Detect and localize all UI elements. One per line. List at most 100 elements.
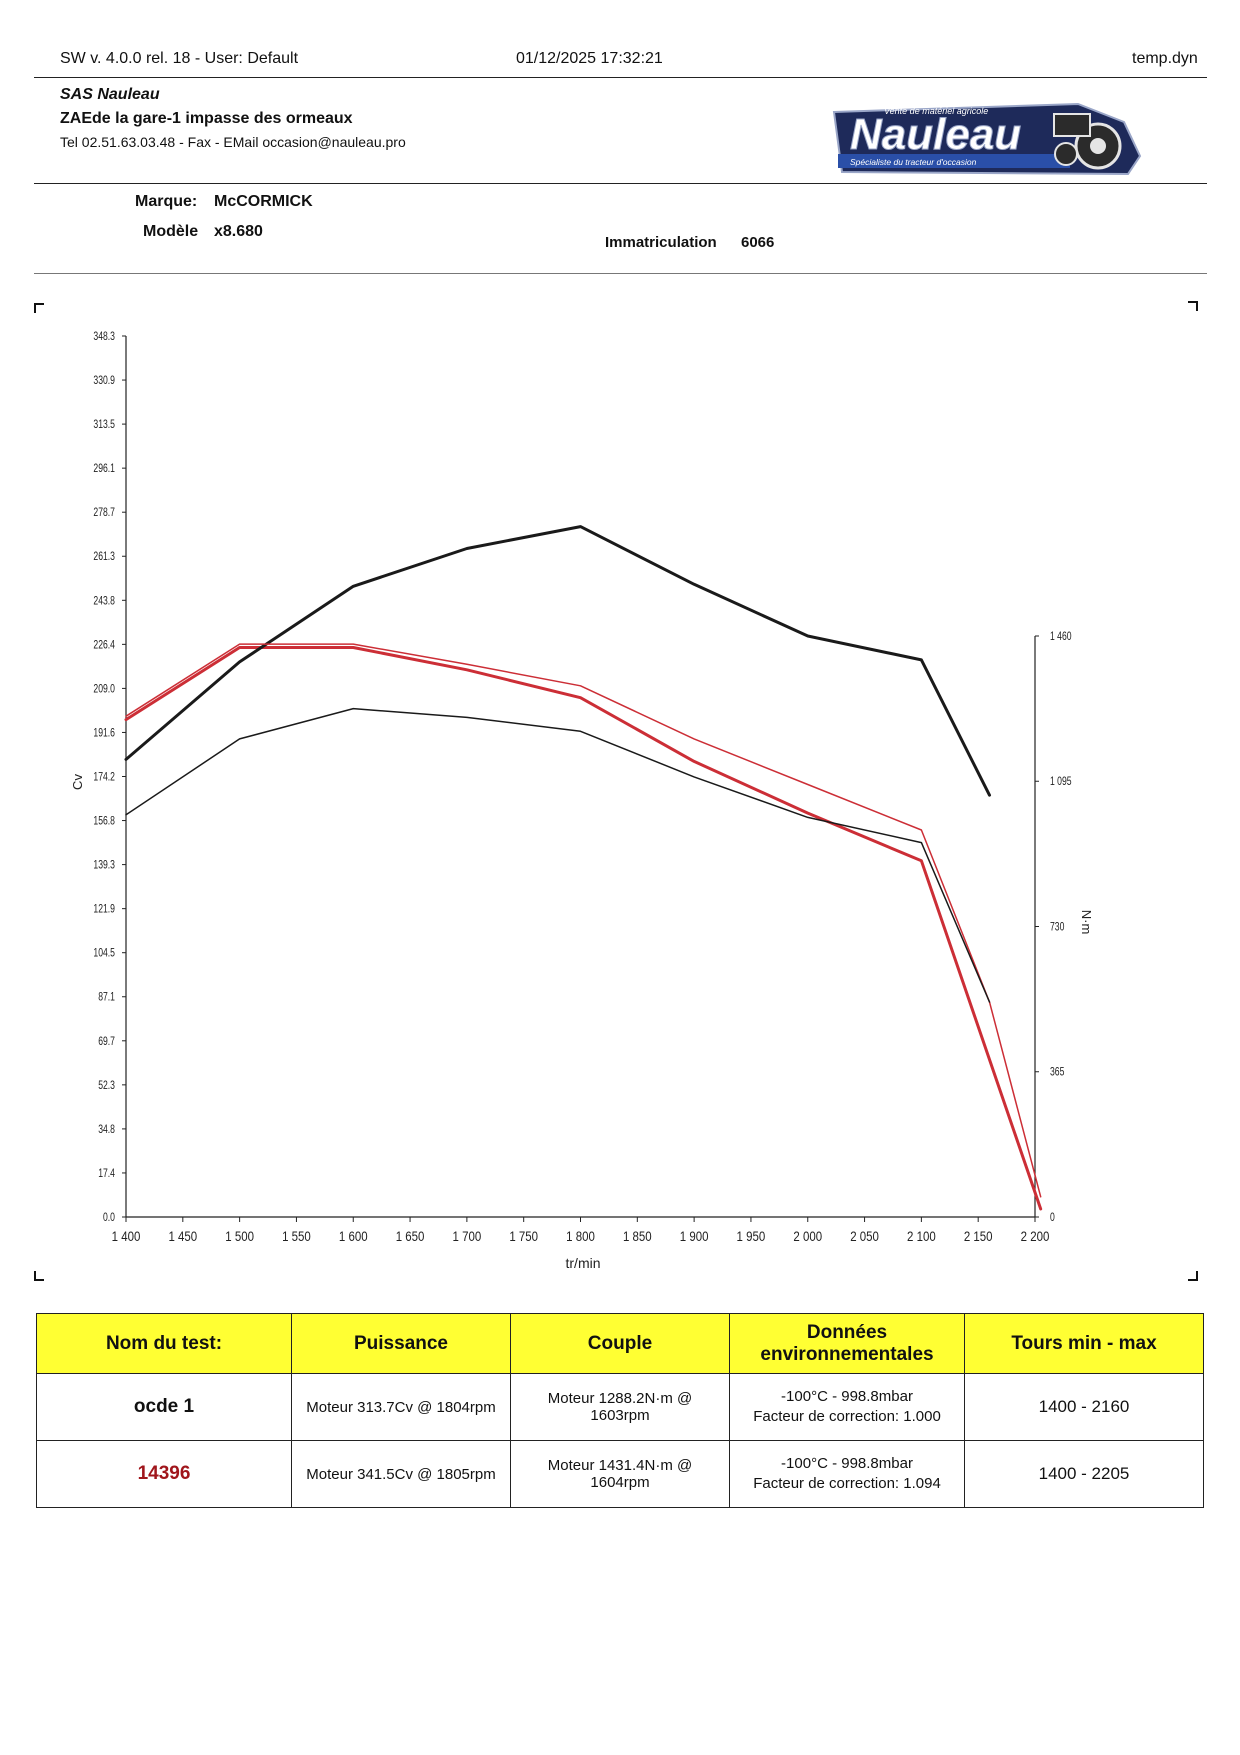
y-left-tick-label: 296.1 — [93, 463, 115, 476]
report-datetime: 01/12/2025 17:32:21 — [516, 50, 663, 67]
results-table: Nom du test: Puissance Couple Données en… — [36, 1313, 1204, 1508]
vehicle-divider — [34, 273, 1207, 274]
y-right-tick-label: 0 — [1050, 1212, 1055, 1225]
y-left-tick-label: 104.5 — [93, 948, 115, 961]
y-left-tick-label: 17.4 — [98, 1168, 115, 1181]
y-left-tick-label: 209.0 — [93, 683, 115, 696]
y-right-tick-label: 365 — [1050, 1067, 1065, 1080]
crop-mark-top-left — [34, 303, 44, 313]
environment-value: -100°C - 998.8mbar Facteur de correction… — [729, 1440, 965, 1508]
y-left-tick-label: 87.1 — [98, 992, 115, 1005]
crop-mark-bottom-left — [34, 1271, 44, 1281]
series-line-ocde-1-puissance — [125, 707, 991, 1003]
x-tick-label: 1 850 — [623, 1228, 652, 1244]
header-environment: Données environnementales — [729, 1313, 965, 1374]
x-axis-label: tr/min — [566, 1255, 601, 1271]
test-name: ocde 1 — [36, 1373, 292, 1441]
y-left-tick-label: 0.0 — [103, 1212, 115, 1225]
power-value: Moteur 341.5Cv @ 1805rpm — [291, 1440, 511, 1508]
x-tick-label: 2 100 — [907, 1228, 936, 1244]
model-value: x8.680 — [214, 223, 263, 240]
y-left-tick-label: 330.9 — [93, 375, 115, 388]
registration-label: Immatriculation — [605, 234, 717, 251]
y-left-tick-label: 174.2 — [93, 771, 115, 784]
rpm-range: 1400 - 2160 — [964, 1373, 1204, 1441]
environment-conditions: -100°C - 998.8mbar — [781, 1388, 913, 1405]
company-contact: Tel 02.51.63.03.48 - Fax - EMail occasio… — [60, 134, 406, 150]
y-left-tick-label: 139.3 — [93, 859, 115, 872]
logo-wordmark: Nauleau — [850, 110, 1021, 159]
file-name: temp.dyn — [1132, 50, 1198, 67]
y-left-tick-label: 226.4 — [93, 639, 115, 652]
registration-value: 6066 — [741, 234, 775, 251]
power-value: Moteur 313.7Cv @ 1804rpm — [291, 1373, 511, 1441]
x-tick-label: 2 200 — [1021, 1228, 1050, 1244]
torque-value: Moteur 1431.4N·m @ 1604rpm — [510, 1440, 730, 1508]
y-left-tick-label: 191.6 — [93, 727, 115, 740]
x-tick-label: 1 450 — [168, 1228, 197, 1244]
y-left-tick-label: 348.3 — [93, 331, 115, 344]
x-tick-label: 1 650 — [396, 1228, 425, 1244]
y-left-tick-label: 278.7 — [93, 507, 115, 520]
y-right-tick-label: 730 — [1050, 921, 1065, 934]
y-left-tick-label: 261.3 — [93, 551, 115, 564]
chart-ticks: 1 400 1 450 1 500 1 550 1 600 1 650 1 700 1 750… — [93, 331, 1071, 1244]
y-right-tick-label: 1 095 — [1050, 776, 1072, 789]
company-address: ZAEde la gare-1 impasse des ormeaux — [60, 110, 353, 127]
torque-value: Moteur 1288.2N·m @ 1603rpm — [510, 1373, 730, 1441]
company-divider — [34, 183, 1207, 184]
y-left-tick-label: 121.9 — [93, 903, 115, 916]
correction-factor: Facteur de correction: 1.000 — [753, 1408, 941, 1425]
header-power: Puissance — [291, 1313, 511, 1374]
crop-mark-bottom-right — [1188, 1271, 1198, 1281]
y-left-tick-label: 34.8 — [98, 1124, 115, 1137]
table-header-row: Nom du test: Puissance Couple Données en… — [36, 1313, 1204, 1374]
x-tick-label: 1 950 — [737, 1228, 766, 1244]
x-tick-label: 1 800 — [566, 1228, 595, 1244]
test-name: 14396 — [36, 1440, 292, 1508]
series-line-ocde-1-couple — [124, 525, 991, 797]
y-left-tick-label: 243.8 — [93, 595, 115, 608]
chart-series — [124, 525, 1043, 1211]
logo-tagline-bottom: Spécialiste du tracteur d'occasion — [850, 157, 977, 167]
table-row: 14396 Moteur 341.5Cv @ 1805rpm Moteur 14… — [36, 1440, 1204, 1508]
x-tick-label: 1 700 — [453, 1228, 482, 1244]
y-left-tick-label: 156.8 — [93, 815, 115, 828]
brand-label: Marque: — [135, 193, 198, 210]
table-row: ocde 1 Moteur 313.7Cv @ 1804rpm Moteur 1… — [36, 1373, 1204, 1441]
environment-conditions: -100°C - 998.8mbar — [781, 1455, 913, 1472]
x-tick-label: 1 550 — [282, 1228, 311, 1244]
environment-value: -100°C - 998.8mbar Facteur de correction… — [729, 1373, 965, 1441]
y-left-tick-label: 69.7 — [98, 1036, 115, 1049]
x-tick-label: 1 500 — [225, 1228, 254, 1244]
series-line-14396-couple — [124, 646, 1043, 1211]
company-name: SAS Nauleau — [60, 86, 160, 103]
x-tick-label: 1 400 — [112, 1228, 141, 1244]
header-torque: Couple — [510, 1313, 730, 1374]
y-left-tick-label: 52.3 — [98, 1080, 115, 1093]
x-tick-label: 1 750 — [509, 1228, 538, 1244]
x-tick-label: 2 000 — [793, 1228, 822, 1244]
header-rpm-range: Tours min - max — [964, 1313, 1204, 1374]
header-divider — [34, 77, 1207, 78]
x-tick-label: 2 150 — [964, 1228, 993, 1244]
crop-mark-top-right — [1188, 301, 1198, 311]
dyno-chart: 1 400 1 450 1 500 1 550 1 600 1 650 1 700 1 750… — [70, 331, 1094, 1271]
header-test-name: Nom du test: — [36, 1313, 292, 1374]
correction-factor: Facteur de correction: 1.094 — [753, 1475, 941, 1492]
x-tick-label: 1 900 — [680, 1228, 709, 1244]
x-tick-label: 2 050 — [850, 1228, 879, 1244]
model-label: Modèle — [143, 223, 199, 240]
brand-value: McCORMICK — [214, 193, 313, 210]
software-version: SW v. 4.0.0 rel. 18 - User: Default — [60, 50, 299, 67]
series-line-14396-puissance — [125, 643, 1042, 1198]
nauleau-logo: Nauleau Vente de matériel agricole Spéci… — [832, 102, 1142, 176]
y-left-tick-label: 313.5 — [93, 419, 115, 432]
y-axis-left-label: Cv — [70, 774, 85, 790]
x-tick-label: 1 600 — [339, 1228, 368, 1244]
y-right-tick-label: 1 460 — [1050, 631, 1072, 644]
logo-tagline-top: Vente de matériel agricole — [884, 106, 988, 116]
rpm-range: 1400 - 2205 — [964, 1440, 1204, 1508]
y-axis-right-label: N·m — [1079, 910, 1094, 935]
chart-axes — [125, 336, 1036, 1218]
